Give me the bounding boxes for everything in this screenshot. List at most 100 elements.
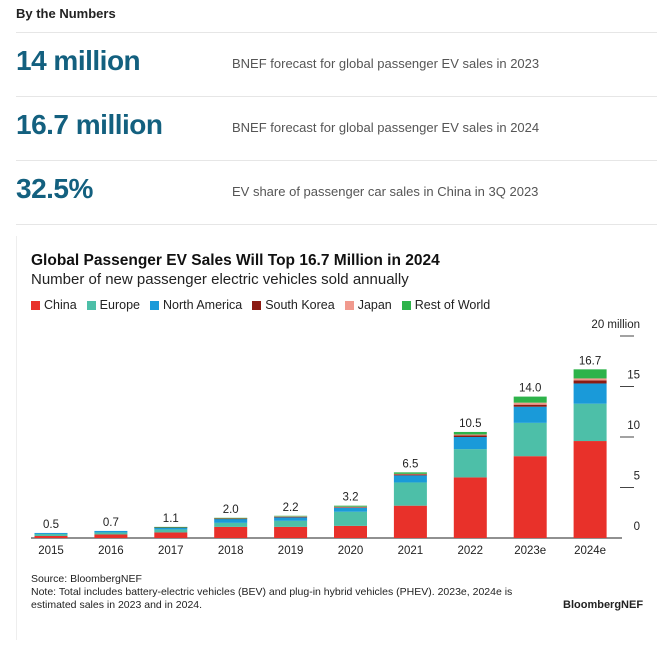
x-tick-label: 2018 — [218, 545, 244, 557]
legend-label: China — [44, 298, 77, 312]
legend-swatch — [86, 300, 96, 310]
x-tick-label: 2023e — [514, 545, 546, 557]
bar-segment-south-korea — [573, 380, 607, 384]
y-tick-label: 0 — [634, 521, 640, 533]
total-label: 6.5 — [402, 458, 418, 470]
bar-segment-rest-of-world — [214, 517, 248, 519]
legend-label: Japan — [357, 298, 392, 312]
stat-description: BNEF forecast for global passenger EV sa… — [232, 120, 540, 135]
bar-segment-china — [34, 535, 68, 538]
legend-swatch — [31, 300, 40, 310]
y-tick-label: 20 million — [591, 319, 640, 331]
bar-segment-china — [334, 525, 367, 538]
source-text: Source: BloombergNEF — [31, 573, 142, 585]
bar-segment-japan — [214, 518, 248, 519]
bar-segment-north-america — [334, 507, 367, 512]
bar-segment-europe — [34, 533, 68, 536]
bar-segment-europe — [334, 511, 367, 526]
legend-label: South Korea — [265, 298, 335, 312]
bar-segment-europe — [453, 449, 487, 478]
bar-segment-china — [154, 532, 188, 538]
x-tick-label: 2022 — [458, 545, 484, 557]
total-label: 16.7 — [579, 355, 601, 367]
bar-segment-north-america — [274, 517, 308, 521]
divider — [16, 32, 657, 33]
bar-segment-china — [214, 526, 248, 538]
legend-item: China — [31, 298, 77, 312]
stat-description: EV share of passenger car sales in China… — [232, 184, 539, 199]
bar-segment-china — [513, 456, 547, 538]
bar-segment-china — [94, 534, 128, 538]
legend-label: Europe — [99, 298, 140, 312]
bar-segment-europe — [513, 422, 547, 457]
brand-logo: BloombergNEF — [563, 599, 644, 611]
bar-segment-south-korea — [513, 404, 547, 407]
bar-segment-rest-of-world — [334, 505, 367, 507]
stat-description: BNEF forecast for global passenger EV sa… — [232, 56, 540, 71]
legend-swatch — [401, 300, 411, 310]
bar-segment-south-korea — [453, 435, 487, 437]
legend-item: Rest of World — [401, 298, 491, 312]
legend-item: Europe — [86, 298, 140, 312]
x-tick-label: 2020 — [338, 545, 364, 557]
x-tick-label: 2024e — [574, 545, 606, 557]
bar-segment-north-america — [573, 383, 607, 404]
bar-segment-north-america — [34, 532, 68, 534]
total-label: 3.2 — [343, 492, 359, 504]
total-label: 0.5 — [43, 519, 59, 531]
bar-segment-japan — [274, 516, 308, 517]
stat-value: 16.7 million — [16, 109, 163, 140]
legend-label: Rest of World — [414, 298, 491, 312]
divider — [16, 224, 657, 225]
section-title: By the Numbers — [16, 6, 116, 21]
legend: China Europe North America South Korea Japan… — [31, 298, 490, 312]
bar-segment-japan — [334, 506, 367, 508]
bar-segment-europe — [154, 529, 188, 533]
bar-segment-rest-of-world — [573, 369, 607, 379]
stat-value: 14 million — [16, 45, 141, 76]
chart-title: Global Passenger EV Sales Will Top 16.7 … — [31, 252, 440, 269]
divider — [16, 96, 657, 97]
bar-segment-japan — [453, 434, 487, 436]
total-label: 2.0 — [223, 504, 239, 516]
bar-segment-rest-of-world — [154, 526, 188, 528]
bar-segment-japan — [393, 473, 427, 475]
legend-item: North America — [149, 298, 243, 312]
x-tick-label: 2021 — [398, 545, 424, 557]
total-label: 1.1 — [163, 513, 179, 525]
bar-segment-south-korea — [214, 518, 248, 520]
x-tick-label: 2017 — [158, 545, 184, 557]
chart-footer: Source: BloombergNEF Note: Total include… — [31, 573, 551, 612]
bar-segment-china — [274, 526, 308, 538]
legend-item: Japan — [344, 298, 392, 312]
y-tick-label: 15 — [627, 370, 640, 382]
total-label: 14.0 — [519, 383, 541, 395]
total-label: 2.2 — [283, 502, 299, 514]
x-tick-label: 2019 — [278, 545, 304, 557]
bar-segment-south-korea — [274, 516, 308, 518]
divider — [16, 160, 657, 161]
bar-segment-north-america — [154, 527, 188, 530]
chart-subtitle: Number of new passenger electric vehicle… — [31, 271, 409, 288]
legend-item: South Korea — [252, 298, 335, 312]
bar-segment-south-korea — [393, 474, 427, 476]
note-text: Note: Total includes battery-electric ve… — [31, 586, 513, 611]
bar-segment-europe — [214, 522, 248, 527]
bar-segment-north-america — [393, 475, 427, 483]
y-tick-label: 5 — [634, 471, 640, 483]
total-label: 10.5 — [459, 418, 481, 430]
bar-segment-japan — [573, 378, 607, 381]
bar-segment-rest-of-world — [393, 472, 427, 474]
bar-segment-north-america — [453, 437, 487, 450]
bar-segment-china — [453, 477, 487, 538]
bar-segment-rest-of-world — [513, 396, 547, 403]
y-tick-label: 10 — [627, 420, 640, 432]
bar-segment-europe — [393, 482, 427, 506]
bar-segment-china — [393, 505, 427, 538]
legend-label: North America — [162, 298, 243, 312]
bar-segment-north-america — [94, 530, 128, 533]
x-tick-label: 2016 — [98, 545, 124, 557]
total-label: 0.7 — [103, 517, 119, 529]
bar-segment-europe — [274, 520, 308, 527]
